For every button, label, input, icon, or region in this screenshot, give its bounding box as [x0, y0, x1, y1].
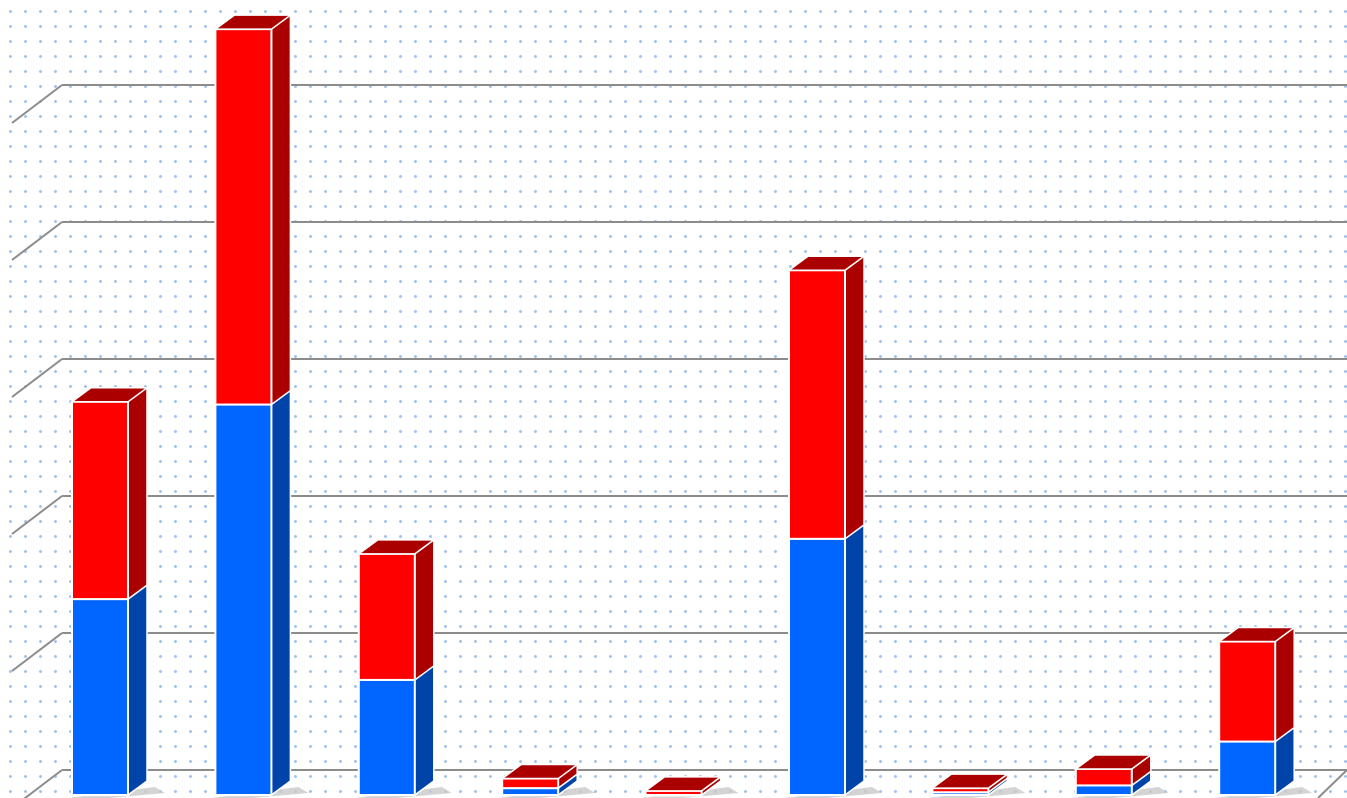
bar-front-face	[1074, 767, 1133, 787]
gridline-depth	[23, 769, 63, 798]
bar-front-face	[1218, 740, 1277, 797]
grid-layer	[11, 84, 1347, 798]
bar-top-cap	[69, 387, 150, 403]
bar-front-face	[71, 400, 129, 601]
bar-side-face	[1274, 626, 1295, 744]
bar-side-face	[127, 583, 148, 797]
gridline-depth	[11, 358, 63, 398]
bar-front-face	[788, 537, 846, 796]
bar-4-segment-2	[501, 763, 578, 790]
bar-top-cap	[499, 763, 580, 780]
bar-front-face	[501, 787, 560, 797]
bar-top-cap	[643, 776, 723, 792]
bar-side-face	[270, 389, 292, 797]
bar-front-face	[1218, 640, 1277, 743]
bar-top-cap	[930, 773, 1010, 789]
bars-layer	[69, 13, 1297, 797]
bar-front-face	[357, 552, 416, 681]
floor-edge	[1317, 769, 1347, 798]
bar-2-segment-2	[214, 13, 292, 407]
bar-side-face	[270, 13, 292, 407]
gridline-depth	[11, 495, 63, 535]
bar-front-face	[214, 28, 273, 406]
bar-front-face	[357, 678, 416, 796]
bar-side-face	[127, 386, 148, 601]
gridline-depth	[11, 84, 63, 124]
bar-3-segment-1	[357, 664, 435, 797]
bar-6-segment-2	[788, 254, 865, 541]
bar-top-cap	[786, 255, 867, 272]
bar-1-segment-1	[71, 583, 148, 797]
bar-side-face	[844, 523, 865, 797]
bar-9-segment-2	[1218, 626, 1295, 744]
gridline-depth	[11, 221, 63, 261]
bar-6-segment-1	[788, 523, 865, 797]
bar-front-face	[214, 403, 273, 796]
bar-8-segment-2	[1074, 753, 1152, 787]
bar-side-face	[844, 254, 865, 541]
bar-front-face	[1074, 784, 1133, 796]
bar-side-face	[414, 538, 435, 682]
bar-1-segment-2	[71, 386, 148, 601]
bar-front-face	[788, 269, 846, 540]
bar-top-cap	[356, 539, 437, 555]
bar-2-segment-1	[214, 389, 292, 797]
bar-front-face	[501, 777, 560, 790]
bar-top-cap	[213, 14, 293, 30]
bar-front-face	[71, 598, 129, 797]
bar-top-cap	[1073, 754, 1154, 770]
bar-side-face	[414, 664, 435, 797]
bar-top-cap	[1216, 626, 1297, 643]
gridline-depth	[11, 632, 63, 672]
bar-3-segment-2	[357, 538, 435, 682]
